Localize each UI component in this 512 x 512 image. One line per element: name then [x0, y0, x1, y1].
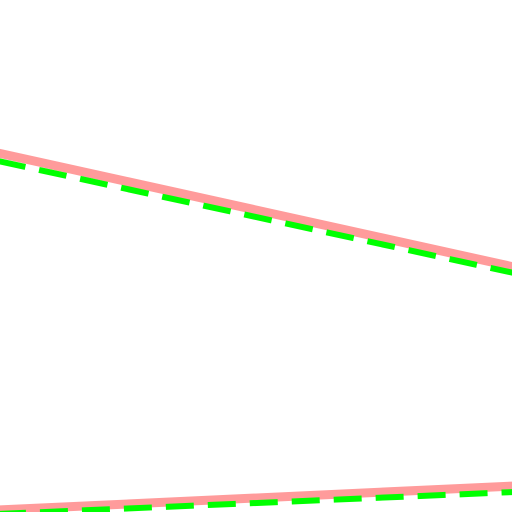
- upper-solid-line: [0, 148, 512, 272]
- lower-dashed-line: [0, 489, 512, 512]
- lower-solid-line: [0, 481, 512, 512]
- upper-dashed-line: [0, 158, 512, 276]
